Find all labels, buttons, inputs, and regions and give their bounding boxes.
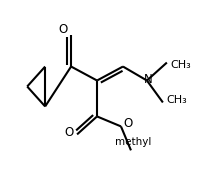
Text: O: O <box>123 117 133 130</box>
Text: O: O <box>64 126 74 139</box>
Text: N: N <box>144 73 152 86</box>
Text: CH₃: CH₃ <box>167 95 188 106</box>
Text: CH₃: CH₃ <box>171 60 192 70</box>
Text: methyl: methyl <box>115 137 151 147</box>
Text: O: O <box>58 23 68 36</box>
